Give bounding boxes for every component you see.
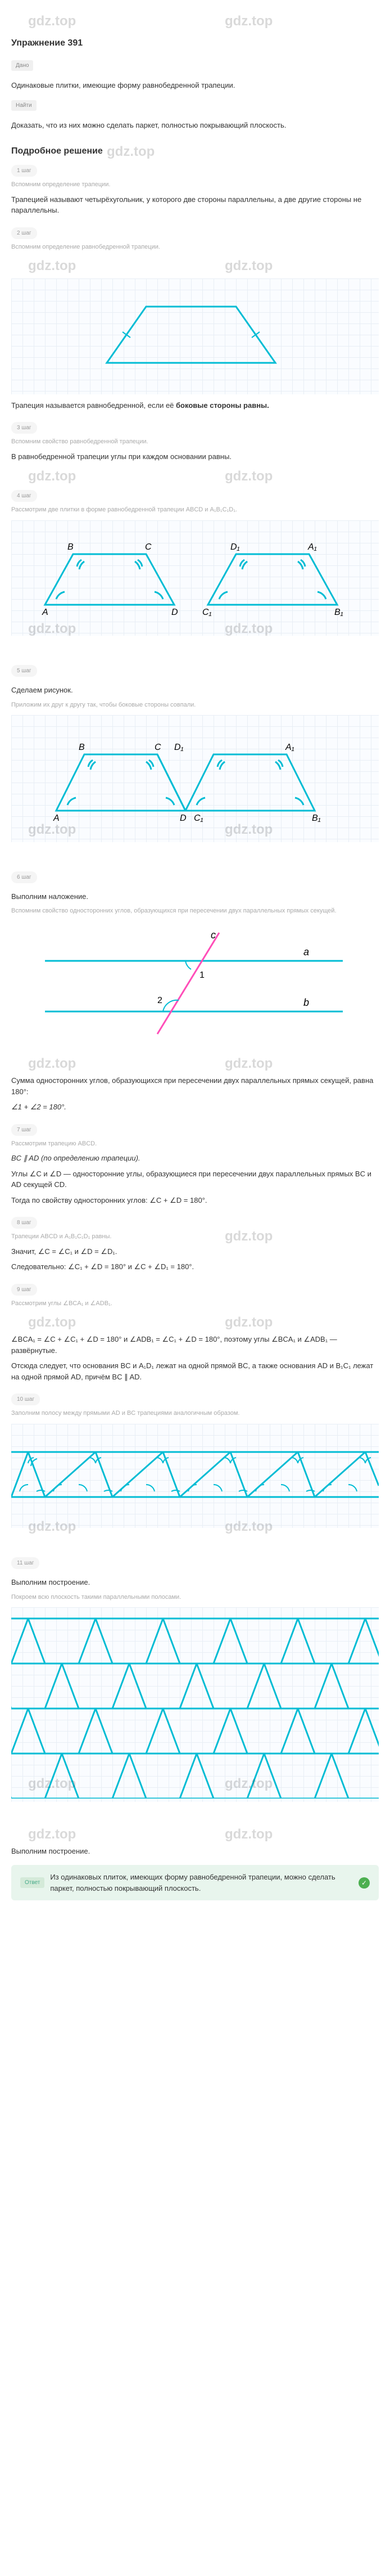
figure-trapezoid: [11, 278, 379, 394]
given-text: Одинаковые плитки, имеющие форму равнобе…: [11, 80, 379, 91]
step-text: Углы ∠C и ∠D — односторонние углы, образ…: [11, 1168, 379, 1190]
step-text: Значит, ∠C = ∠C₁ и ∠D = ∠D₁.: [11, 1246, 379, 1257]
watermark: gdz.top: [225, 256, 273, 276]
svg-text:1: 1: [199, 970, 205, 980]
step-caption: Вспомним определение равнобедренной трап…: [11, 242, 379, 252]
solution-title: Подробное решение: [11, 146, 103, 156]
step-badge: 9 шаг: [11, 1284, 37, 1296]
watermark: gdz.top: [28, 256, 76, 276]
step-text: Сумма односторонних углов, образующихся …: [11, 1075, 379, 1097]
step-badge: 8 шаг: [11, 1217, 37, 1229]
watermark: gdz.top: [225, 1054, 273, 1074]
step-text: ∠BCA₁ = ∠C + ∠C₁ + ∠D = 180° и ∠ADB₁ = ∠…: [11, 1334, 379, 1356]
step-caption: Покроем всю плоскость такими параллельны…: [11, 1593, 379, 1602]
figure-combined: A B C D C₁ D₁ A₁ B₁: [11, 715, 379, 842]
step-caption: Вспомним определение трапеции.: [11, 180, 379, 190]
step-badge: 11 шаг: [11, 1557, 39, 1569]
page-container: gdz.top gdz.top Упражнение 391 Дано Один…: [0, 0, 390, 1912]
step-caption: Рассмотрим две плитки в форме равнобедре…: [11, 505, 379, 515]
svg-text:2: 2: [157, 996, 162, 1005]
step-caption: Трапеции ABCD и A₁B₁C₁D₁ равны.: [11, 1232, 379, 1242]
svg-text:B₁: B₁: [334, 608, 343, 617]
exercise-title: Упражнение 391: [11, 37, 379, 50]
svg-text:C: C: [155, 743, 161, 752]
answer-text: Из одинаковых плиток, имеющих форму равн…: [50, 1872, 353, 1894]
watermark: gdz.top: [28, 11, 76, 32]
watermark: gdz.top: [225, 1824, 273, 1845]
figure-parallel-lines: 1 2 a b c: [11, 921, 379, 1049]
watermark: gdz.top: [28, 1824, 76, 1845]
svg-text:A: A: [53, 813, 60, 823]
step-text: Выполним построение.: [11, 1577, 379, 1588]
svg-text:D₁: D₁: [230, 542, 240, 552]
step-text: Отсюда следует, что основания BC и A₁D₁ …: [11, 1360, 379, 1382]
svg-text:c: c: [211, 929, 216, 941]
step-text: Следовательно: ∠C₁ + ∠D = 180° и ∠C + ∠D…: [11, 1261, 379, 1273]
answer-badge: Ответ: [20, 1877, 44, 1888]
step-badge: 2 шаг: [11, 227, 37, 239]
step-caption: Заполним полосу между прямыми AD и BC тр…: [11, 1409, 379, 1418]
step-badge: 7 шаг: [11, 1124, 37, 1136]
answer-box: Ответ Из одинаковых плиток, имеющих форм…: [11, 1865, 379, 1900]
svg-text:D₁: D₁: [174, 743, 184, 752]
step-text: В равнобедренной трапеции углы при каждо…: [11, 451, 379, 462]
svg-text:C₁: C₁: [194, 813, 203, 823]
step-text: Выполним построение.: [11, 1846, 379, 1857]
svg-text:C: C: [145, 542, 152, 552]
svg-text:A₁: A₁: [307, 542, 317, 552]
svg-text:D: D: [171, 608, 178, 617]
step-caption: Приложим их друг к другу так, чтобы боко…: [11, 700, 379, 710]
svg-text:B: B: [79, 743, 85, 752]
given-badge: Дано: [11, 60, 33, 71]
svg-text:A: A: [42, 608, 48, 617]
figure-strip: [11, 1424, 379, 1528]
svg-text:b: b: [303, 997, 309, 1008]
watermark: gdz.top: [28, 1054, 76, 1074]
step-badge: 10 шаг: [11, 1393, 40, 1405]
svg-text:D: D: [180, 813, 187, 823]
step-text: Трапецией называют четырёхугольник, у ко…: [11, 194, 379, 216]
watermark: gdz.top: [28, 1312, 76, 1333]
svg-text:B₁: B₁: [312, 813, 321, 823]
step-text: Тогда по свойству односторонних углов: ∠…: [11, 1195, 379, 1206]
step-badge: 1 шаг: [11, 165, 37, 177]
step-text: Сделаем рисунок.: [11, 685, 379, 696]
watermark: gdz.top: [107, 142, 155, 162]
step-badge: 4 шаг: [11, 490, 37, 502]
check-icon: ✓: [359, 1877, 370, 1889]
figure-full-tiling: (function(){ const svg = document.curren…: [11, 1607, 379, 1802]
watermark: gdz.top: [225, 466, 273, 487]
step-text: Выполним наложение.: [11, 891, 379, 902]
step-caption: Вспомним свойство односторонних углов, о…: [11, 906, 379, 916]
watermark: gdz.top: [225, 1312, 273, 1333]
step-badge: 5 шаг: [11, 665, 37, 677]
figure-two-trapezoids: A B C D C₁ D₁ A₁ B₁: [11, 520, 379, 636]
svg-text:a: a: [303, 946, 309, 957]
step-text: Трапеция называется равнобедренной, если…: [11, 400, 379, 411]
step-badge: 3 шаг: [11, 422, 37, 434]
step-badge: 6 шаг: [11, 871, 37, 883]
watermark: gdz.top: [28, 466, 76, 487]
find-text: Доказать, что из них можно сделать парке…: [11, 120, 379, 131]
svg-text:C₁: C₁: [202, 608, 212, 617]
find-badge: Найти: [11, 100, 37, 111]
formula: ∠1 + ∠2 = 180°.: [11, 1102, 379, 1113]
watermark: gdz.top: [225, 11, 273, 32]
svg-text:B: B: [67, 542, 74, 552]
step-caption: Вспомним свойство равнобедренной трапеци…: [11, 437, 379, 447]
step-caption: Рассмотрим углы ∠BCA₁ и ∠ADB₁.: [11, 1299, 379, 1309]
svg-text:A₁: A₁: [285, 743, 294, 752]
step-text: BC ∥ AD (по определению трапеции).: [11, 1153, 379, 1164]
step-caption: Рассмотрим трапецию ABCD.: [11, 1139, 379, 1149]
